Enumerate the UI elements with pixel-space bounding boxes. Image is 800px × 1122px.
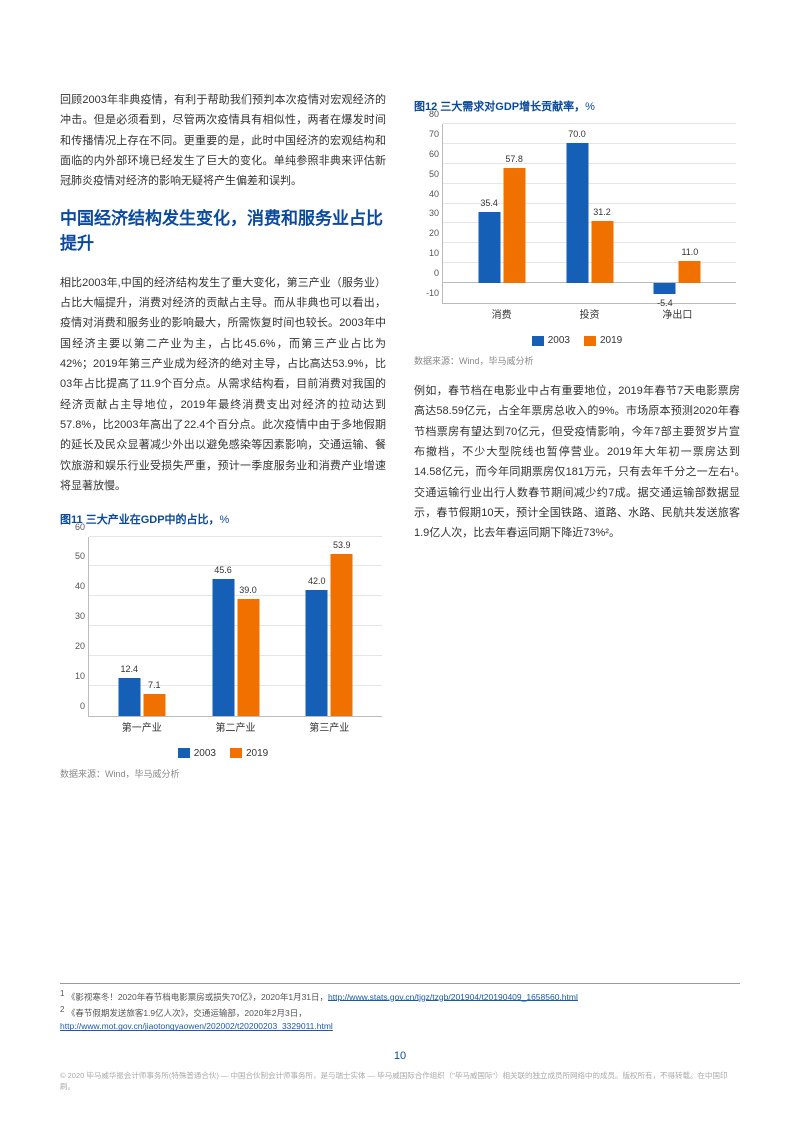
footnote-1-text: 《影视寒冬！2020年春节档电影票房或损失70亿》，2020年1月31日， [67,991,328,1001]
left-para-2: 相比2003年,中国的经济结构发生了重大变化，第三产业（服务业）占比大幅提升，消… [60,273,386,497]
bar: 70.0 [566,143,588,283]
left-para-1: 回顾2003年非典疫情，有利于帮助我们预判本次疫情对宏观经济的冲击。但是必须看到… [60,90,386,192]
legend-swatch [584,336,596,346]
legend-label: 2019 [246,748,268,759]
bar-group: 42.053.9 [306,554,353,716]
x-category: 第一产业 [122,719,162,734]
bar-label: 39.0 [239,585,257,595]
bar: 53.9 [331,554,353,716]
bar-label: 45.6 [214,565,232,575]
chart11-title-text: 三大产业在GDP中的占比， [83,514,220,526]
chart11-plot: 010203040506012.47.1第一产业45.639.0第二产业42.0… [88,537,382,717]
legend-item: 2019 [584,335,622,346]
chart12-unit: % [585,101,595,113]
bar-label: 42.0 [308,576,326,586]
chart12-legend: 2003 2019 [414,335,740,346]
chart11-title: 图11 三大产业在GDP中的占比，% [60,511,386,527]
x-category: 第三产业 [309,719,349,734]
y-tick: 40 [415,189,439,199]
bar: 39.0 [237,599,259,716]
y-tick: 20 [415,228,439,238]
y-tick: 0 [415,268,439,278]
legend-label: 2003 [548,335,570,346]
footnote-2: 2 《春节假期发送旅客1.9亿人次》，交通运输部，2020年2月3日，http:… [60,1004,740,1034]
legend-label: 2019 [600,335,622,346]
chart12-source: 数据来源：Wind，毕马威分析 [414,354,740,367]
bar-label: 11.0 [681,247,698,257]
y-tick: -10 [415,288,439,298]
y-tick: 50 [61,551,85,561]
y-tick: 30 [415,208,439,218]
y-tick: 50 [415,169,439,179]
x-category: 投资 [580,306,600,321]
legend-swatch [230,748,242,758]
footnote-1-link[interactable]: http://www.stats.gov.cn/tjgz/tzgb/201904… [328,991,578,1001]
legend-item: 2019 [230,748,268,759]
bar-group: 12.47.1 [118,678,165,715]
legend-label: 2003 [194,748,216,759]
y-tick: 60 [415,149,439,159]
footnote-2-text: 《春节假期发送旅客1.9亿人次》，交通运输部，2020年2月3日， [67,1008,307,1018]
two-column-layout: 回顾2003年非典疫情，有利于帮助我们预判本次疫情对宏观经济的冲击。但是必须看到… [60,90,740,780]
bar: 12.4 [118,678,140,715]
bar-group: -5.411.0 [654,261,701,283]
legend-item: 2003 [532,335,570,346]
right-para-1: 例如，春节档在电影业中占有重要地位，2019年春节7天电影票房高达58.59亿元… [414,381,740,544]
x-category: 第二产业 [216,719,256,734]
chart11-unit: % [220,514,230,526]
bar: 57.8 [503,168,525,284]
y-tick: 0 [61,701,85,711]
chart12-title-text: 三大需求对GDP增长贡献率， [437,101,585,113]
y-tick: 20 [61,641,85,651]
bar: 31.2 [591,221,613,283]
legend-swatch [532,336,544,346]
bar-label: 7.1 [148,680,161,690]
bar-label: 12.4 [120,664,138,674]
y-tick: 30 [61,611,85,621]
chart12-title: 图12 三大需求对GDP增长贡献率，% [414,98,740,114]
bar: 35.4 [478,212,500,283]
chart11-legend: 2003 2019 [60,748,386,759]
bar-label: 31.2 [593,207,611,217]
footnote-2-link[interactable]: http://www.mot.gov.cn/jiaotongyaowen/202… [60,1021,333,1031]
y-tick: 10 [415,248,439,258]
bar-group: 35.457.8 [478,168,525,284]
footnotes: 1 《影视寒冬！2020年春节档电影票房或损失70亿》，2020年1月31日，h… [60,983,740,1034]
bar-group: 45.639.0 [212,579,259,716]
x-category: 净出口 [662,306,692,321]
y-tick: 60 [61,522,85,532]
bar-label: 70.0 [568,129,586,139]
chart11: 010203040506012.47.1第一产业45.639.0第二产业42.0… [60,533,386,763]
grid-line [443,123,736,124]
y-tick: 80 [415,109,439,119]
grid-line [89,536,382,537]
x-category: 消费 [492,306,512,321]
footnote-1: 1 《影视寒冬！2020年春节档电影票房或损失70亿》，2020年1月31日，h… [60,988,740,1004]
bar-label: 53.9 [333,540,351,550]
y-tick: 70 [415,129,439,139]
bar: 7.1 [143,694,165,715]
bar: -5.4 [654,283,676,294]
bar: 11.0 [679,261,701,283]
bar-label: 35.4 [480,198,498,208]
legend-swatch [178,748,190,758]
y-tick: 10 [61,671,85,681]
chart12-plot: -100102030405060708035.457.8消费70.031.2投资… [442,124,736,304]
bar-group: 70.031.2 [566,143,613,283]
page-number: 10 [0,1050,800,1062]
y-tick: 40 [61,581,85,591]
chart12: -100102030405060708035.457.8消费70.031.2投资… [414,120,740,350]
bar: 45.6 [212,579,234,716]
legend-item: 2003 [178,748,216,759]
right-column: 图12 三大需求对GDP增长贡献率，% -1001020304050607080… [414,90,740,780]
left-column: 回顾2003年非典疫情，有利于帮助我们预判本次疫情对宏观经济的冲击。但是必须看到… [60,90,386,780]
bar-label: 57.8 [505,154,523,164]
copyright: © 2020 毕马威华振会计师事务所(特殊普通合伙) — 中国合伙制会计师事务所… [60,1071,740,1092]
bar: 42.0 [306,590,328,716]
section-header: 中国经济结构发生变化，消费和服务业占比提升 [60,206,386,257]
chart11-source: 数据来源：Wind，毕马威分析 [60,767,386,780]
